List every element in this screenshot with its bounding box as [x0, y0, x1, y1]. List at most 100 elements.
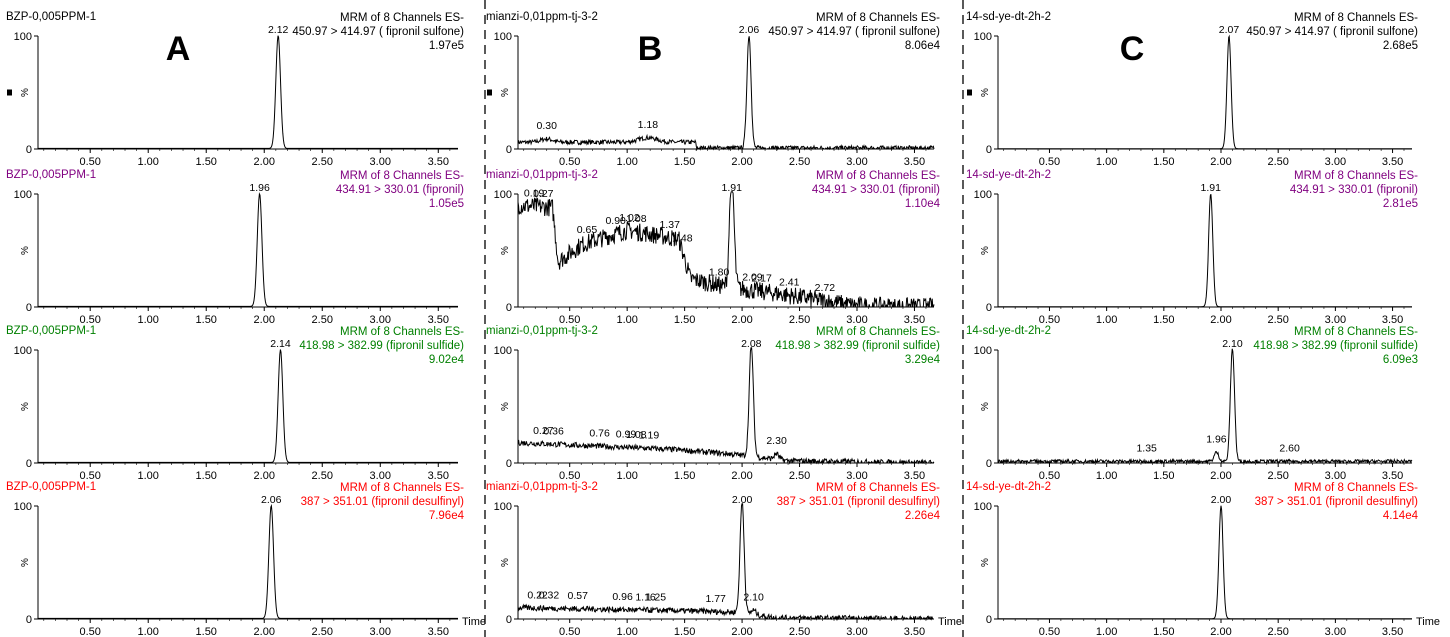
- y-unit-label: %: [20, 402, 31, 411]
- peak-label: 0.19: [524, 188, 545, 200]
- y-tick-label: 0: [506, 458, 512, 470]
- x-tick-label: 3.50: [904, 314, 925, 326]
- channel-header: 1.05e5: [429, 198, 464, 210]
- peak-label: 0.99: [616, 429, 637, 441]
- peak-label: 2.12: [268, 24, 289, 36]
- channel-header: 418.98 > 382.99 (fipronil sulfide): [775, 340, 940, 352]
- peak-label: 1.16: [635, 591, 656, 603]
- x-tick-label: 3.50: [428, 470, 449, 482]
- channel-header: MRM of 8 Channels ES-: [340, 482, 464, 494]
- x-tick-label: 2.00: [731, 470, 752, 482]
- x-tick-label: 2.00: [1210, 314, 1231, 326]
- peak-label: 0.27: [533, 188, 554, 200]
- peak-label: 2.10: [1222, 338, 1243, 350]
- peak-label: 2.09: [742, 271, 763, 283]
- x-tick-label: 3.50: [1382, 470, 1403, 482]
- sample-name: BZP-0,005PPM-1: [6, 169, 96, 181]
- x-tick-label: 2.50: [312, 156, 333, 168]
- x-tick-label: 0.50: [79, 156, 100, 168]
- x-tick-label: 1.50: [196, 156, 217, 168]
- peak-label: 1.48: [672, 232, 693, 244]
- channel-header: MRM of 8 Channels ES-: [816, 482, 940, 494]
- sample-name: mianzi-0,01ppm-tj-3-2: [486, 11, 598, 23]
- x-tick-label: 3.00: [1325, 156, 1346, 168]
- y-tick-label: 100: [974, 345, 992, 357]
- channel-header: 434.91 > 330.01 (fipronil): [1290, 184, 1418, 196]
- x-tick-label: 3.50: [904, 156, 925, 168]
- x-tick-label: 3.00: [846, 470, 867, 482]
- y-unit-label: %: [980, 246, 991, 255]
- x-tick-label: 1.50: [196, 626, 217, 637]
- x-tick-label: 0.50: [79, 314, 100, 326]
- peak-label: 0.57: [568, 590, 589, 602]
- channel-header: MRM of 8 Channels ES-: [340, 170, 464, 182]
- y-tick-label: 100: [974, 501, 992, 513]
- channel-header: MRM of 8 Channels ES-: [340, 12, 464, 24]
- y-unit-label: %: [20, 558, 31, 567]
- chromatogram-trace: [38, 349, 458, 463]
- y-unit-label: %: [500, 246, 511, 255]
- channel-header: 2.81e5: [1383, 198, 1418, 210]
- peak-label: 1.91: [1200, 182, 1221, 194]
- x-tick-label: 3.50: [904, 626, 925, 637]
- y-unit-label: %: [20, 88, 31, 97]
- x-tick-label: 3.00: [1325, 626, 1346, 637]
- x-tick-label: 0.50: [559, 626, 580, 637]
- x-tick-label: 3.50: [428, 156, 449, 168]
- sample-name: BZP-0,005PPM-1: [6, 11, 96, 23]
- y-tick-label: 100: [14, 31, 32, 43]
- x-tick-label: 1.00: [1096, 156, 1117, 168]
- sample-name: 14-sd-ye-dt-2h-2: [966, 11, 1051, 23]
- peak-label: 0.96: [612, 591, 633, 603]
- x-tick-label: 2.00: [731, 156, 752, 168]
- x-tick-label: 2.00: [254, 470, 275, 482]
- channel-header: MRM of 8 Channels ES-: [340, 326, 464, 338]
- x-tick-label: 1.00: [616, 626, 637, 637]
- y-tick-label: 0: [506, 614, 512, 626]
- x-tick-label: 1.50: [674, 156, 695, 168]
- y-tick-label: 100: [494, 31, 512, 43]
- y-tick-label: 0: [506, 144, 512, 156]
- x-tick-label: 2.00: [1210, 470, 1231, 482]
- x-tick-label: 2.00: [254, 626, 275, 637]
- x-tick-label: 0.50: [1039, 156, 1060, 168]
- channel-header: 7.96e4: [429, 510, 465, 522]
- x-tick-label: 2.00: [254, 156, 275, 168]
- x-tick-label: 0.50: [1039, 470, 1060, 482]
- y-tick-label: 0: [506, 302, 512, 314]
- channel-header: 418.98 > 382.99 (fipronil sulfide): [299, 340, 464, 352]
- x-tick-label: 3.00: [370, 626, 391, 637]
- x-tick-label: 3.00: [846, 314, 867, 326]
- y-tick-label: 0: [26, 302, 32, 314]
- x-tick-label: 3.00: [846, 156, 867, 168]
- channel-header: MRM of 8 Channels ES-: [816, 326, 940, 338]
- x-tick-label: 1.50: [1153, 156, 1174, 168]
- x-tick-label: 1.00: [138, 314, 159, 326]
- y-tick-label: 100: [494, 189, 512, 201]
- x-tick-label: 2.50: [1267, 470, 1288, 482]
- x-tick-label: 1.50: [196, 314, 217, 326]
- y-unit-label: %: [980, 402, 991, 411]
- peak-label: 0.27: [533, 425, 554, 437]
- x-tick-label: 0.50: [559, 156, 580, 168]
- channel-header: 418.98 > 382.99 (fipronil sulfide): [1253, 340, 1418, 352]
- x-tick-label: 2.50: [1267, 314, 1288, 326]
- channel-header: 6.09e3: [1383, 354, 1418, 366]
- y-tick-label: 0: [986, 144, 992, 156]
- chromatogram-trace: [517, 503, 934, 621]
- peak-label: 1.08: [626, 429, 647, 441]
- channel-header: 1.97e5: [429, 40, 464, 52]
- peak-label: 1.35: [1136, 443, 1157, 455]
- channel-header: 434.91 > 330.01 (fipronil): [336, 184, 464, 196]
- y-tick-label: 100: [14, 345, 32, 357]
- peak-label: 2.41: [779, 277, 800, 289]
- peak-label: 0.32: [539, 590, 560, 602]
- x-tick-label: 1.50: [196, 470, 217, 482]
- x-tick-label: 1.50: [674, 470, 695, 482]
- x-tick-label: 1.50: [674, 626, 695, 637]
- peak-label: 2.17: [751, 273, 772, 285]
- x-tick-label: 2.00: [731, 314, 752, 326]
- chromatogram-trace: [517, 36, 935, 151]
- peak-label: 2.07: [1219, 24, 1240, 36]
